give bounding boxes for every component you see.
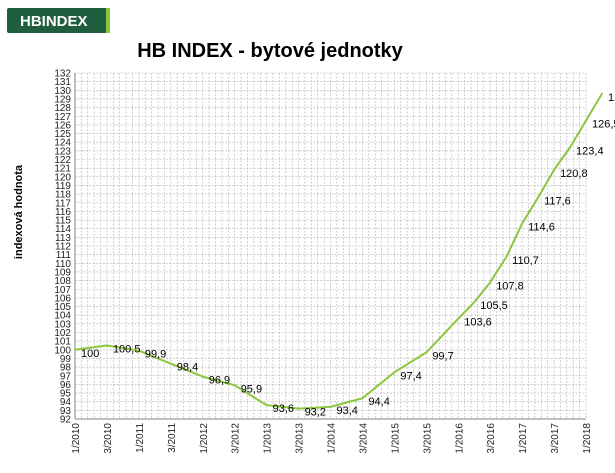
- x-tick-label: 1/2018: [582, 423, 593, 454]
- x-tick-label: 3/2016: [486, 423, 497, 454]
- y-tick-label: 93: [60, 406, 72, 417]
- data-label: 99,9: [145, 349, 166, 361]
- data-label: 105,5: [480, 300, 508, 312]
- data-label: 107,8: [496, 280, 524, 292]
- y-tick-label: 99: [60, 354, 72, 365]
- data-labels: 100 100,5 99,9 98,4 96,9 95,9 93,6 93,2 93,4 94,4…: [81, 92, 615, 419]
- y-tick-label: 115: [55, 216, 71, 227]
- x-tick-label: 3/2011: [167, 423, 178, 453]
- x-tick-label: 3/2013: [295, 423, 306, 454]
- logo-accent-stripe: [106, 8, 110, 33]
- y-tick-label: 95: [60, 389, 72, 400]
- data-label: 95,9: [241, 383, 262, 395]
- y-tick-label: 109: [54, 267, 71, 278]
- y-tick-label: 118: [55, 190, 71, 201]
- y-tick-label: 112: [55, 242, 71, 253]
- x-tick-label: 1/2010: [71, 423, 82, 454]
- x-tick-label: 1/2015: [390, 423, 401, 454]
- y-tick-labels: 9293949596979899100101102103104105106107…: [54, 69, 71, 426]
- y-tick-label: 123: [54, 146, 71, 157]
- y-tick-label: 103: [54, 319, 71, 330]
- y-tick-label: 114: [55, 224, 71, 235]
- y-tick-label: 94: [60, 397, 72, 408]
- data-label: 100,5: [113, 343, 141, 355]
- x-tick-label: 3/2014: [358, 423, 369, 454]
- x-tick-label: 1/2014: [327, 423, 338, 454]
- y-tick-label: 120: [54, 172, 71, 183]
- y-tick-label: 121: [54, 164, 71, 175]
- x-tick-label: 3/2015: [422, 423, 433, 454]
- logo-background: [7, 8, 110, 33]
- y-tick-label: 110: [55, 259, 71, 270]
- y-tick-label: 106: [54, 293, 71, 304]
- data-label: 120,8: [560, 168, 588, 180]
- y-tick-label: 111: [56, 250, 72, 261]
- data-label: 123,4: [576, 145, 604, 157]
- data-label: 110,7: [512, 255, 539, 267]
- x-tick-label: 3/2012: [231, 423, 242, 454]
- data-label: 99,7: [432, 350, 453, 362]
- x-tick-label: 1/2011: [135, 423, 146, 453]
- logo: HBINDEX: [7, 8, 110, 33]
- data-label: 93,2: [305, 407, 326, 419]
- x-tick-label: 1/2016: [454, 423, 465, 454]
- y-tick-label: 127: [54, 112, 71, 123]
- chart-title: HB INDEX - bytové jednotky: [137, 40, 403, 62]
- data-label: 93,4: [337, 405, 358, 417]
- y-tick-label: 132: [54, 69, 71, 80]
- data-label: 98,4: [177, 362, 198, 374]
- x-tick-labels: 1/2010 3/2010 1/2011 3/2011 1/2012 3/2012 1/20…: [71, 423, 593, 454]
- y-tick-label: 100: [54, 345, 71, 356]
- y-tick-label: 119: [55, 181, 71, 192]
- series-line: [74, 92, 603, 410]
- y-tick-label: 124: [54, 138, 71, 149]
- x-tick-label: 1/2012: [199, 423, 210, 454]
- y-tick-label: 126: [54, 120, 71, 131]
- y-tick-label: 107: [54, 285, 71, 296]
- data-label: 114,6: [528, 222, 555, 234]
- y-tick-label: 96: [60, 380, 72, 391]
- y-tick-label: 97: [60, 371, 72, 382]
- data-label: 129,6: [608, 92, 615, 104]
- y-tick-label: 102: [54, 328, 71, 339]
- data-label: 126,5: [592, 119, 615, 131]
- y-tick-label: 129: [54, 94, 71, 105]
- y-tick-label: 101: [54, 337, 71, 348]
- logo-text: HBINDEX: [20, 13, 88, 30]
- y-tick-label: 128: [54, 103, 71, 114]
- x-tick-label: 1/2013: [263, 423, 274, 454]
- x-tick-label: 1/2017: [518, 423, 529, 454]
- data-label: 94,4: [368, 396, 389, 408]
- data-label: 97,4: [400, 370, 421, 382]
- y-tick-label: 108: [54, 276, 71, 287]
- y-axis-label: indexová hodnota: [13, 164, 25, 259]
- y-tick-label: 113: [55, 233, 71, 244]
- y-tick-label: 131: [54, 77, 71, 88]
- y-tick-label: 122: [54, 155, 71, 166]
- x-tick-label: 3/2017: [550, 423, 561, 454]
- y-tick-label: 105: [54, 302, 71, 313]
- y-tick-label: 117: [55, 198, 71, 209]
- grid-lines: [74, 72, 587, 420]
- y-tick-label: 130: [54, 86, 71, 97]
- data-label: 117,6: [544, 196, 571, 208]
- data-label: 103,6: [464, 317, 492, 329]
- data-label: 93,6: [273, 403, 294, 415]
- axes: [74, 73, 586, 420]
- y-tick-label: 98: [60, 363, 72, 374]
- data-label: 100: [81, 348, 99, 360]
- y-tick-label: 104: [54, 311, 71, 322]
- y-tick-label: 116: [55, 207, 71, 218]
- data-label: 96,9: [209, 375, 230, 387]
- y-tick-label: 92: [60, 415, 72, 426]
- x-tick-label: 3/2010: [103, 423, 114, 454]
- y-tick-label: 125: [54, 129, 71, 140]
